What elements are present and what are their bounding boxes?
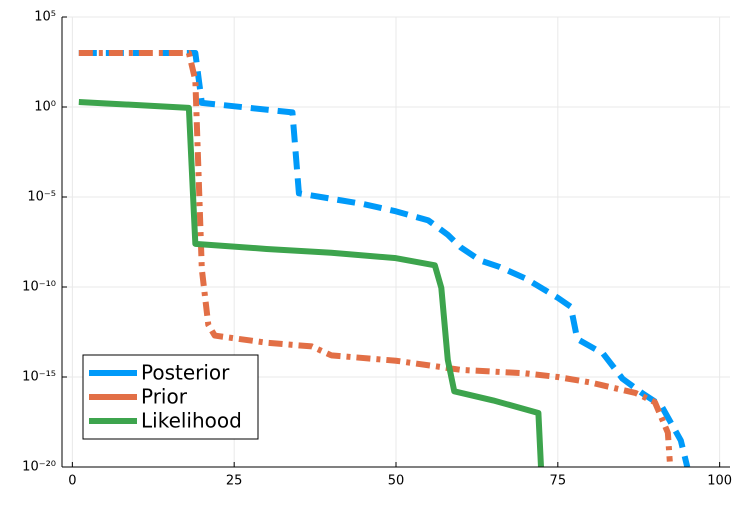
- x-tick-label: 75: [550, 474, 567, 489]
- x-tick-label: 0: [68, 474, 76, 489]
- y-tick-label: 10⁰: [34, 100, 56, 115]
- y-tick-label: 10⁻¹⁰: [22, 280, 56, 295]
- y-tick-label: 10⁻¹⁵: [22, 370, 56, 385]
- legend-box: [82, 354, 259, 440]
- series-line: [78, 50, 691, 467]
- ticks: 0 25 50 75 100 10⁻²⁰ 10⁻¹⁵ 10⁻¹⁰ 10⁻⁵ 10⁰ 10⁵: [22, 10, 732, 489]
- x-tick-label: 100: [707, 474, 732, 489]
- legend-label: Likelihood: [141, 409, 242, 433]
- y-tick-label: 10⁻²⁰: [22, 460, 56, 475]
- x-tick-label: 25: [226, 474, 243, 489]
- legend-label: Prior: [141, 385, 188, 409]
- y-tick-label: 10⁵: [34, 10, 56, 25]
- plot-lines: [78, 50, 691, 467]
- x-tick-label: 50: [388, 474, 405, 489]
- y-tick-label: 10⁻⁵: [27, 190, 56, 205]
- legend-label: Posterior: [141, 361, 230, 385]
- series-line: [78, 98, 544, 467]
- series-line: [78, 50, 673, 462]
